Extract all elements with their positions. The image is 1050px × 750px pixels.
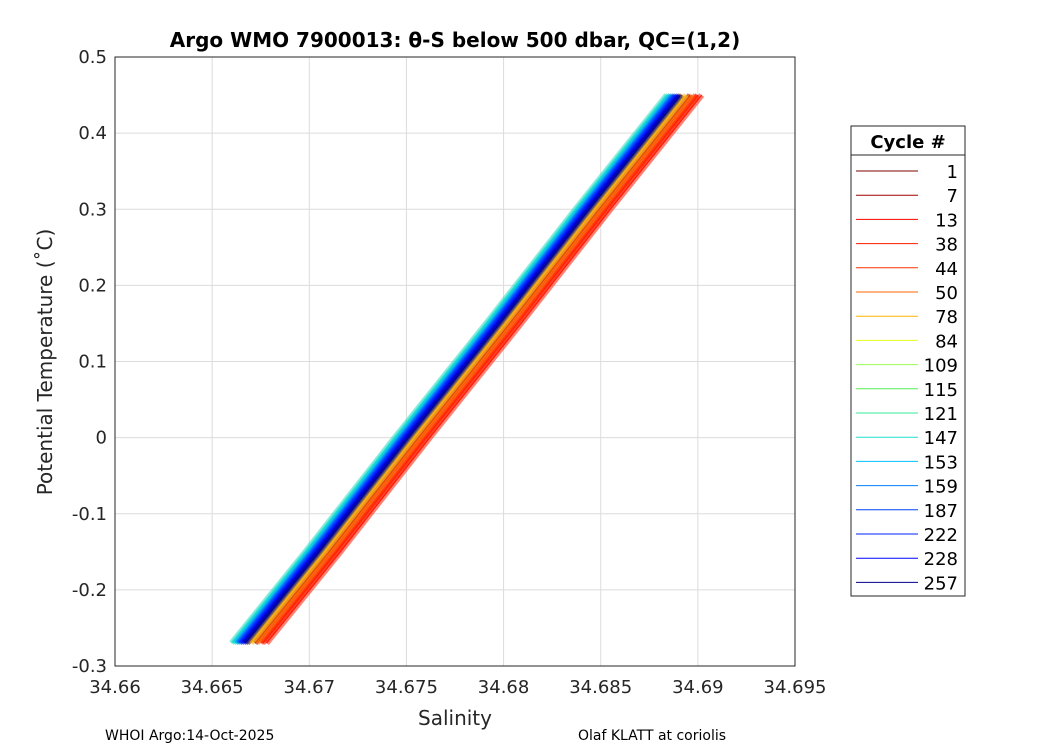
legend-label: 38 [935,235,958,256]
legend-label: 228 [924,549,958,570]
legend-label: 257 [924,573,958,594]
legend-box [850,125,966,597]
series-core-cycle-44 [260,94,697,644]
y-tick-label: 0.5 [78,47,107,68]
legend-label: 222 [924,525,958,546]
x-tick-label: 34.66 [89,677,141,698]
legend-label: 121 [924,404,958,425]
x-tick-label: 34.67 [284,677,336,698]
legend-label: 147 [924,428,958,449]
y-tick-label: 0.3 [78,199,107,220]
legend-label: 115 [924,380,958,401]
y-axis-label: Potential Temperature (˚C) [33,229,57,496]
x-tick-label: 34.665 [181,677,244,698]
y-tick-label: 0.4 [78,123,107,144]
y-tick-label: 0.2 [78,275,107,296]
x-tick-label: 34.675 [375,677,438,698]
plot-frame [114,56,796,667]
series-core-cycle-147 [231,94,668,644]
series-core-cycle-38 [266,94,703,644]
legend-title: Cycle # [870,132,945,153]
x-tick-label: 34.69 [672,677,724,698]
footer-left: WHOI Argo:14-Oct-2025 [105,728,274,744]
series-core-cycle-78 [250,94,687,644]
y-tick-label: -0.3 [72,656,107,677]
y-tick-label: 0 [96,428,107,449]
x-tick-label: 34.68 [478,677,530,698]
series-core-cycle-257 [244,94,681,644]
legend-label: 159 [924,477,958,498]
x-tick-label: 34.685 [569,677,632,698]
chart-title: Argo WMO 7900013: θ-S below 500 dbar, QC… [170,28,740,52]
legend-label: 1 [947,162,958,183]
y-tick-label: -0.2 [72,580,107,601]
legend-label: 109 [924,356,958,377]
legend-label: 84 [935,331,958,352]
legend-label: 153 [924,452,958,473]
footer-right: Olaf KLATT at coriolis [578,728,726,744]
legend-label: 7 [947,186,958,207]
x-axis-label: Salinity [418,706,492,730]
y-tick-label: -0.1 [72,504,107,525]
legend-label: 13 [935,210,958,231]
y-tick-label: 0.1 [78,352,107,373]
x-tick-label: 34.695 [764,677,827,698]
legend: Cycle # 1 7 13 38 44 50 78 84 109 115 121 147 153 159… [850,125,966,597]
legend-label: 187 [924,501,958,522]
legend-label: 44 [935,259,958,280]
legend-label: 78 [935,307,958,328]
series-core-cycle-50 [256,94,693,644]
legend-label: 50 [935,283,958,304]
